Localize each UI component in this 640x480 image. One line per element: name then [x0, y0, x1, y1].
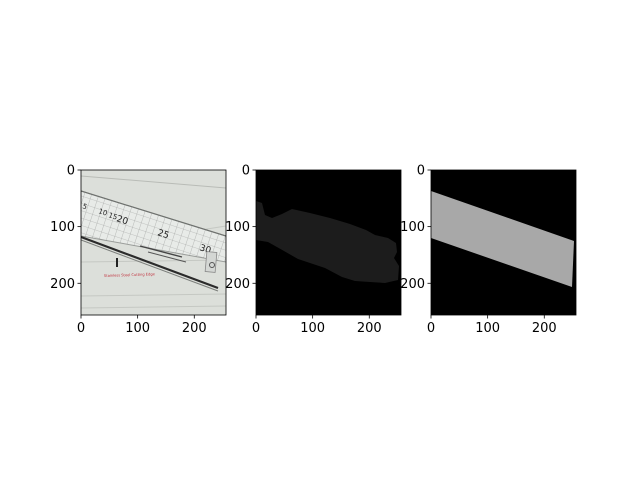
photo-ytick-label: 200 — [50, 277, 75, 292]
dark-mask-ytick-label: 200 — [225, 277, 250, 292]
gray-mask-xtick-label: 0 — [427, 321, 435, 336]
dark-mask-xtick-label: 0 — [252, 321, 260, 336]
dark-mask-xtick-label: 200 — [357, 321, 382, 336]
gray-mask-xtick-label: 200 — [532, 321, 557, 336]
photo-ytick-label: 0 — [67, 164, 75, 179]
svg-text:10: 10 — [97, 207, 108, 217]
dark-mask-ytick-label: 0 — [242, 164, 250, 179]
svg-text:15: 15 — [107, 211, 118, 221]
panel-mask-dark: 0 100 200 0 100 200 — [225, 164, 402, 337]
gray-mask-image — [431, 170, 576, 315]
dark-mask-ytick-label: 100 — [225, 220, 250, 235]
gray-mask-ytick-label: 0 — [417, 164, 425, 179]
dark-mask-image — [256, 170, 401, 315]
gray-mask-xtick-label: 100 — [475, 321, 500, 336]
dark-mask-xtick-label: 100 — [300, 321, 325, 336]
svg-text:5: 5 — [81, 202, 88, 211]
panel-mask-gray: 0 100 200 0 100 200 — [400, 164, 577, 337]
gray-mask-ytick-label: 100 — [400, 220, 425, 235]
photo-frame — [80, 169, 227, 316]
dark-mask-axes: 0 100 200 0 100 200 — [225, 164, 382, 337]
dark-mask-frame — [255, 169, 402, 316]
photo-axes: 0 100 200 0 100 200 — [50, 164, 207, 337]
svg-text:25: 25 — [156, 228, 170, 241]
photo-xtick-label: 0 — [77, 321, 85, 336]
gray-mask-region — [431, 191, 574, 287]
photo-xtick-label: 100 — [125, 321, 150, 336]
ruler-brand-text: Stainless Steel Cutting Edge — [104, 272, 156, 278]
photo-xtick-label: 200 — [182, 321, 207, 336]
gray-mask-ytick-label: 200 — [400, 277, 425, 292]
dark-mask-region — [256, 201, 399, 283]
gray-mask-frame — [430, 169, 577, 316]
photo-ytick-label: 100 — [50, 220, 75, 235]
svg-text:20: 20 — [115, 214, 129, 227]
gray-mask-axes: 0 100 200 0 100 200 — [400, 164, 557, 337]
photo-image: 5 10 15 20 25 30 Stainless Steel Cutting… — [81, 170, 226, 315]
panel-photo: 5 10 15 20 25 30 Stainless Steel Cutting… — [50, 164, 227, 337]
